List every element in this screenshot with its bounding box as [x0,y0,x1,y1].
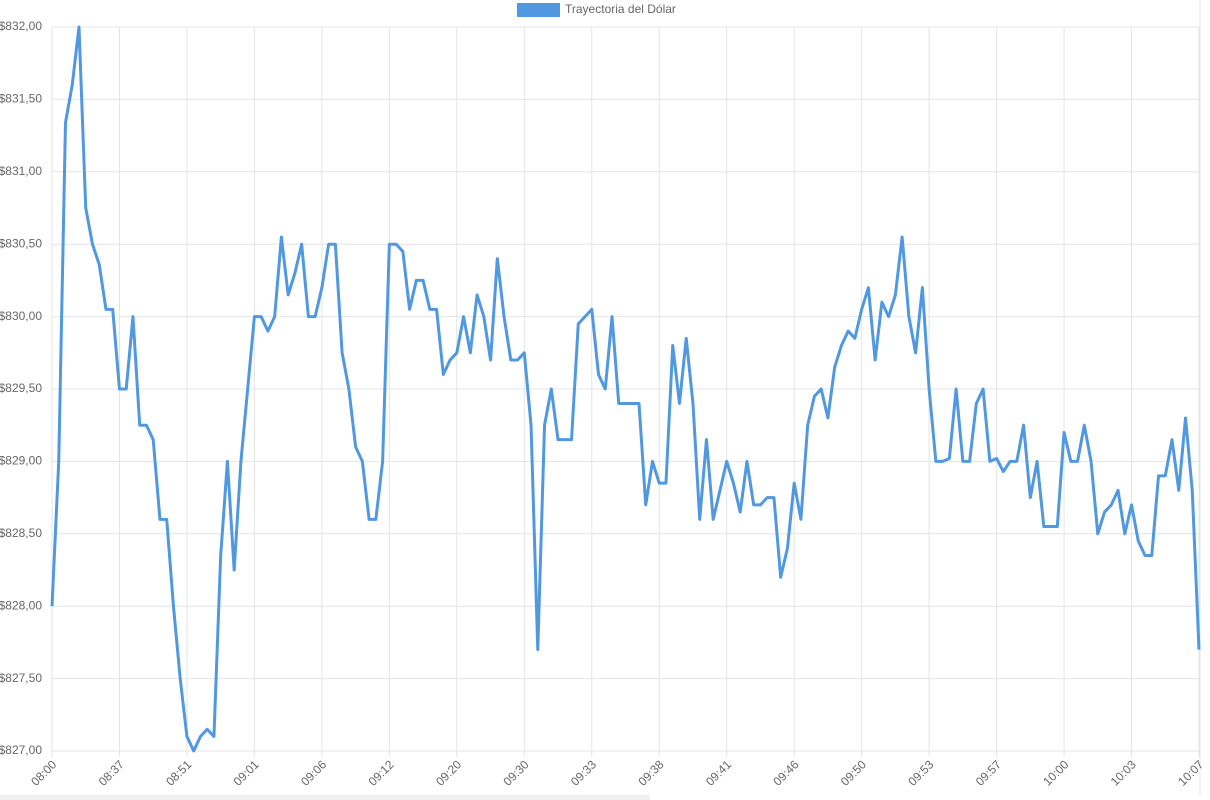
y-tick-label: $831,00 [0,164,42,178]
y-tick-label: $829,50 [0,381,42,395]
x-tick-label: 09:46 [770,757,801,788]
x-tick-label: 08:37 [96,757,127,788]
x-tick-label: 10:07 [1175,757,1206,788]
x-tick-label: 09:12 [366,757,397,788]
y-tick-label: $831,50 [0,92,42,106]
y-tick-label: $829,00 [0,454,42,468]
x-tick-label: 09:41 [703,757,734,788]
x-tick-label: 09:53 [905,757,936,788]
y-tick-label: $827,00 [0,743,42,757]
x-tick-label: 09:33 [568,757,599,788]
x-tick-label: 10:03 [1108,757,1139,788]
x-tick-label: 09:50 [838,757,869,788]
y-tick-label: $828,50 [0,526,42,540]
y-tick-label: $828,00 [0,598,42,612]
x-tick-label: 09:20 [433,757,464,788]
x-tick-label: 08:00 [28,757,59,788]
legend-label: Trayectoria del Dólar [565,2,676,16]
x-tick-label: 08:51 [163,757,194,788]
x-tick-label: 09:38 [635,757,666,788]
y-tick-label: $827,50 [0,671,42,685]
x-tick-label: 10:00 [1040,757,1071,788]
y-tick-label: $830,00 [0,309,42,323]
x-tick-label: 09:06 [298,757,329,788]
bottom-strip [0,795,650,800]
x-tick-label: 09:01 [231,757,262,788]
line-series [50,25,1201,753]
y-tick-label: $832,00 [0,19,42,33]
x-tick-label: 09:30 [501,757,532,788]
legend-swatch [517,3,560,17]
x-tick-label: 09:57 [973,757,1004,788]
y-tick-label: $830,50 [0,236,42,250]
